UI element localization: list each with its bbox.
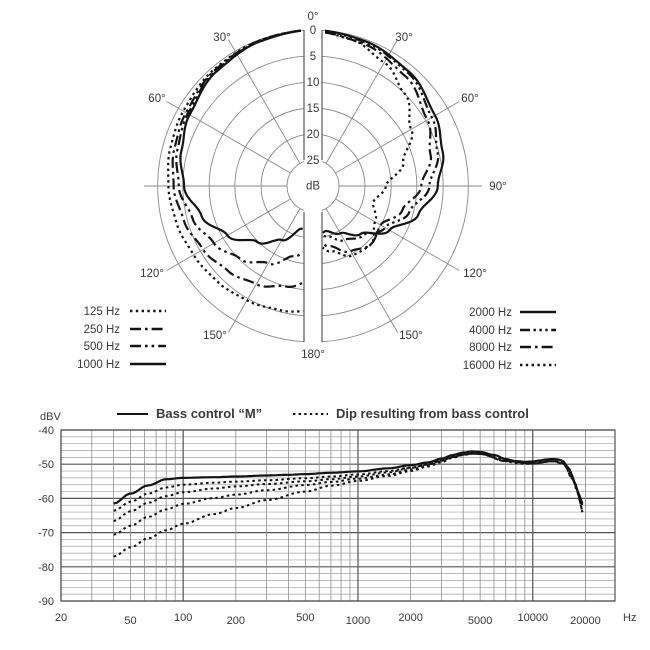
svg-text:5000: 5000 xyxy=(468,615,492,627)
legend-label: 125 Hz xyxy=(84,306,121,318)
response-x-tick-labels: 20 50 100 200 500 1000 2000 5000 10000 20000 Hz xyxy=(55,612,637,627)
polar-legend-right: 2000 Hz 4000 Hz 8000 Hz 16000 Hz xyxy=(463,307,556,372)
svg-text:180°: 180° xyxy=(301,349,325,361)
polar-grid xyxy=(144,29,482,343)
legend-label-bass-control: Bass control “M” xyxy=(156,406,262,421)
polar-db-unit-label: dB xyxy=(306,181,320,193)
polar-curve-4000-hz xyxy=(323,29,440,242)
polar-curve-16000-hz xyxy=(321,31,414,258)
response-curve-main xyxy=(113,450,584,505)
legend-label: 2000 Hz xyxy=(469,307,512,319)
svg-text:5: 5 xyxy=(310,51,316,63)
svg-text:200: 200 xyxy=(227,615,245,627)
svg-text:2000: 2000 xyxy=(398,612,422,624)
response-dip-curve-4 xyxy=(113,452,584,558)
svg-text:30°: 30° xyxy=(395,32,412,44)
polar-curve-8000-hz xyxy=(323,31,433,254)
polar-radial-tick-labels: 0 5 10 15 20 25 dB xyxy=(306,25,320,193)
svg-text:-90: -90 xyxy=(38,596,54,608)
response-legend: Bass control “M” Dip resulting from bass … xyxy=(117,406,529,421)
svg-text:120°: 120° xyxy=(463,268,487,280)
svg-text:-60: -60 xyxy=(38,493,54,505)
polar-chart: 0 5 10 15 20 25 dB 0° 30° 30° 60° 60° 90° 120° 120° 150… xyxy=(77,11,556,372)
polar-curves xyxy=(166,29,445,313)
svg-text:60°: 60° xyxy=(148,93,165,105)
response-curves xyxy=(113,450,584,558)
svg-text:50: 50 xyxy=(124,615,136,627)
svg-text:-80: -80 xyxy=(38,562,54,574)
svg-text:20: 20 xyxy=(307,129,320,141)
svg-text:10000: 10000 xyxy=(517,612,548,624)
polar-axis-gap-lines xyxy=(303,30,323,342)
polar-curve-250-hz xyxy=(171,29,304,289)
svg-text:0°: 0° xyxy=(308,11,319,23)
legend-label: 500 Hz xyxy=(84,341,121,353)
svg-text:120°: 120° xyxy=(140,268,164,280)
polar-curve-2000-hz xyxy=(322,29,445,237)
svg-text:90°: 90° xyxy=(489,181,506,193)
svg-text:25: 25 xyxy=(307,155,320,167)
polar-curve-1000-hz xyxy=(179,29,303,245)
svg-text:-50: -50 xyxy=(38,459,54,471)
svg-text:15: 15 xyxy=(307,103,320,115)
svg-text:-70: -70 xyxy=(38,528,54,540)
svg-text:-40: -40 xyxy=(38,425,54,437)
svg-text:0: 0 xyxy=(310,25,316,37)
polar-legend-left: 125 Hz 250 Hz 500 Hz 1000 Hz xyxy=(77,306,166,371)
svg-text:20000: 20000 xyxy=(570,615,601,627)
polar-angle-labels: 0° 30° 30° 60° 60° 90° 120° 120° 150° 150° 180° xyxy=(140,11,507,361)
response-y-tick-labels: -40 -50 -60 -70 -80 -90 dBV xyxy=(38,411,61,608)
response-x-axis-unit: Hz xyxy=(623,612,636,624)
polar-curve-125-hz xyxy=(166,29,304,313)
svg-text:20: 20 xyxy=(55,612,67,624)
svg-text:500: 500 xyxy=(296,612,314,624)
svg-text:10: 10 xyxy=(307,77,320,89)
svg-text:1000: 1000 xyxy=(346,615,370,627)
response-dip-curve-1 xyxy=(113,452,584,512)
svg-text:30°: 30° xyxy=(213,32,230,44)
svg-text:60°: 60° xyxy=(461,93,478,105)
response-y-axis-unit: dBV xyxy=(40,411,61,423)
legend-label: 16000 Hz xyxy=(463,360,512,372)
legend-label: 250 Hz xyxy=(84,324,121,336)
legend-label-dip: Dip resulting from bass control xyxy=(336,406,529,421)
svg-text:150°: 150° xyxy=(399,330,423,342)
response-grid xyxy=(60,429,616,602)
response-dip-curve-3 xyxy=(113,452,584,536)
svg-text:100: 100 xyxy=(174,612,192,624)
legend-label: 4000 Hz xyxy=(469,325,512,337)
svg-text:150°: 150° xyxy=(203,330,227,342)
legend-label: 1000 Hz xyxy=(77,359,120,371)
legend-label: 8000 Hz xyxy=(469,342,512,354)
